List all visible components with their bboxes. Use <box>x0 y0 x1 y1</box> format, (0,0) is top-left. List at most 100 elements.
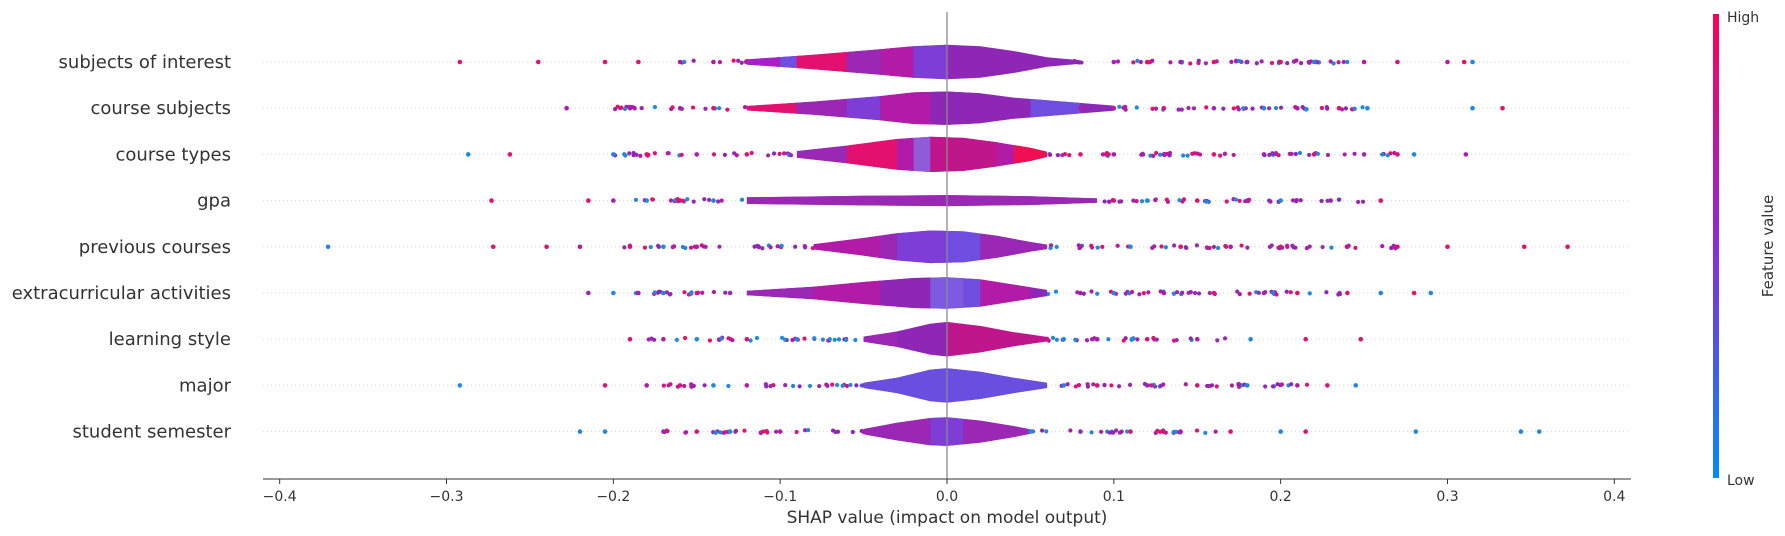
data-point <box>1171 429 1176 434</box>
feature-row: extracurricular activities <box>12 277 1631 309</box>
data-point <box>1078 105 1083 111</box>
data-point <box>1044 429 1049 434</box>
data-point <box>832 337 837 342</box>
data-point <box>1285 244 1290 250</box>
data-point <box>1352 151 1357 156</box>
violin-band <box>930 136 998 172</box>
data-point <box>1138 59 1143 65</box>
feature-row: subjects of interest <box>59 44 1631 80</box>
data-point <box>677 105 683 111</box>
data-point <box>1135 58 1140 63</box>
data-point <box>1146 290 1151 295</box>
data-point <box>1413 429 1419 434</box>
data-point <box>812 336 817 341</box>
data-point <box>1278 429 1283 434</box>
data-point <box>1134 198 1139 204</box>
data-point <box>723 290 728 295</box>
data-point <box>748 338 753 343</box>
data-point <box>1411 290 1417 296</box>
data-point <box>1144 383 1150 388</box>
data-point <box>1089 245 1095 250</box>
data-point <box>638 153 643 158</box>
data-point <box>1206 383 1211 389</box>
feature-row: major <box>179 368 1631 403</box>
data-point <box>1233 58 1239 63</box>
data-point <box>679 152 684 157</box>
violin-band <box>796 91 847 125</box>
data-point <box>1194 383 1200 388</box>
data-point <box>1081 291 1086 296</box>
data-point <box>1307 244 1312 249</box>
data-point <box>622 245 627 250</box>
data-point <box>1196 58 1201 63</box>
data-point <box>644 152 650 157</box>
data-point <box>661 429 666 434</box>
data-point <box>853 337 858 343</box>
data-point <box>1188 336 1193 341</box>
data-point <box>1268 199 1273 204</box>
x-tick-label: −0.3 <box>430 489 464 505</box>
violin-band <box>813 277 881 309</box>
data-point <box>1263 384 1268 389</box>
data-point <box>666 151 671 156</box>
data-point <box>736 58 741 63</box>
violin-band <box>796 136 847 172</box>
data-point <box>766 153 771 158</box>
data-point <box>694 429 700 434</box>
data-point <box>1068 428 1073 433</box>
violin-band <box>1013 136 1048 172</box>
data-point <box>1028 429 1033 434</box>
violin-band <box>846 44 881 80</box>
data-point <box>1109 383 1114 388</box>
colorbar-low-label: Low <box>1727 473 1755 489</box>
data-point <box>1055 152 1060 158</box>
data-point <box>688 245 694 250</box>
data-point <box>1194 428 1200 433</box>
data-point <box>1395 244 1400 250</box>
data-point <box>727 429 733 434</box>
data-point <box>1358 336 1364 342</box>
data-point <box>1336 292 1341 297</box>
data-point <box>636 59 641 65</box>
data-point <box>763 382 769 387</box>
data-point <box>1319 198 1324 204</box>
data-point <box>682 59 687 65</box>
data-point <box>726 383 731 389</box>
data-point <box>677 198 683 203</box>
data-point <box>793 244 798 249</box>
data-point <box>661 244 666 250</box>
data-point <box>1289 382 1294 387</box>
data-point <box>717 244 722 249</box>
data-point <box>1307 291 1312 296</box>
data-point <box>1267 106 1272 111</box>
data-point <box>1229 383 1234 388</box>
data-point <box>779 243 784 248</box>
data-point <box>682 335 688 341</box>
data-point <box>1107 430 1112 435</box>
data-point <box>1115 59 1121 64</box>
data-point <box>656 244 661 249</box>
data-point <box>1518 429 1524 434</box>
data-point <box>1100 152 1105 157</box>
data-point <box>730 337 735 343</box>
violin-band <box>813 230 881 264</box>
feature-row: gpa <box>197 191 1631 212</box>
data-point <box>1144 59 1150 65</box>
data-point <box>1186 105 1191 111</box>
data-point <box>722 152 727 158</box>
data-point <box>652 337 657 342</box>
data-point <box>507 152 513 157</box>
data-point <box>1196 291 1202 296</box>
data-point <box>1176 107 1181 112</box>
violin-band <box>780 44 797 80</box>
data-point <box>1270 290 1276 296</box>
feature-label: gpa <box>197 191 231 212</box>
data-point <box>648 244 653 250</box>
data-point <box>1254 61 1259 66</box>
data-point <box>1211 290 1217 296</box>
data-point <box>586 290 591 296</box>
data-point <box>1115 243 1120 248</box>
data-point <box>742 428 747 433</box>
data-point <box>1270 151 1275 156</box>
